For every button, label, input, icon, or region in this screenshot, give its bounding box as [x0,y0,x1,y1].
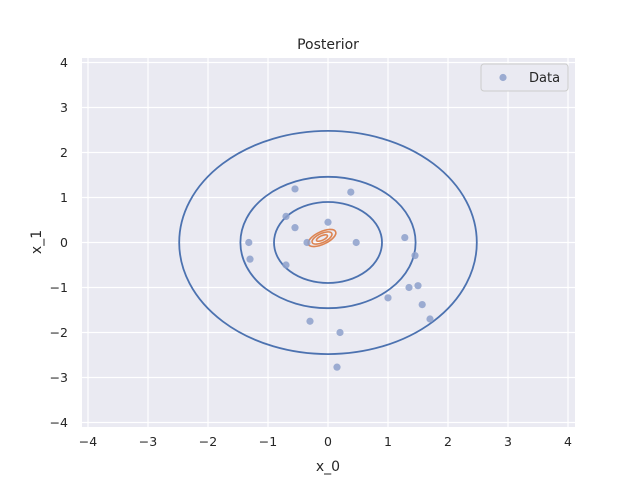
data-point [291,185,299,193]
axis-ticks: −4 −3 −2 −1 0 1 2 3 4 −4 −3 −2 −1 0 1 2 3 4 [50,55,572,449]
data-point [418,301,426,309]
data-point [324,218,332,226]
legend-entry-data: Data [529,71,560,86]
x-tick-label: −1 [259,434,277,449]
posterior-contour [315,233,329,243]
data-point [333,363,341,371]
prior-contour [273,201,383,284]
data-point [414,282,422,290]
data-point [347,188,355,196]
x-tick-label: 0 [324,434,332,449]
y-tick-label: 0 [60,235,68,250]
y-tick-label: −3 [50,370,68,385]
y-axis-label: x_1 [29,230,45,254]
data-point [401,233,409,242]
x-tick-label: −3 [139,434,157,449]
x-tick-label: −4 [79,434,97,449]
contour-layer [178,129,478,355]
x-tick-label: 3 [504,434,512,449]
data-point [246,255,254,263]
y-tick-label: 1 [60,190,68,205]
data-point [282,212,290,220]
y-tick-label: −1 [50,280,68,295]
x-tick-label: 4 [564,434,572,449]
data-point [282,261,290,269]
data-point [306,317,314,325]
posterior-contour [311,231,333,245]
x-tick-label: −2 [199,434,217,449]
prior-contour [178,129,478,355]
y-tick-label: −4 [50,415,68,430]
y-tick-label: −2 [50,325,68,340]
legend-box [480,63,569,92]
data-points [245,185,434,371]
y-tick-label: 2 [60,145,68,160]
data-point [245,238,253,247]
data-point [384,294,392,302]
data-point [291,224,299,232]
x-axis-label: x_0 [316,459,340,475]
data-point [411,251,419,260]
x-tick-label: 2 [444,434,452,449]
y-tick-label: 4 [60,55,68,70]
data-point [352,238,360,247]
data-point [405,283,413,292]
data-point [303,238,311,247]
chart-title: Posterior [297,37,359,53]
prior-contour [239,175,417,310]
y-tick-label: 3 [60,100,68,115]
x-tick-label: 1 [384,434,392,449]
data-point [336,328,344,337]
legend: Data [480,63,569,92]
legend-marker [499,73,507,82]
data-point [426,315,434,323]
